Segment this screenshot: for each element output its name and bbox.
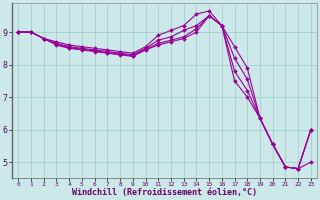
X-axis label: Windchill (Refroidissement éolien,°C): Windchill (Refroidissement éolien,°C) [72, 188, 257, 197]
